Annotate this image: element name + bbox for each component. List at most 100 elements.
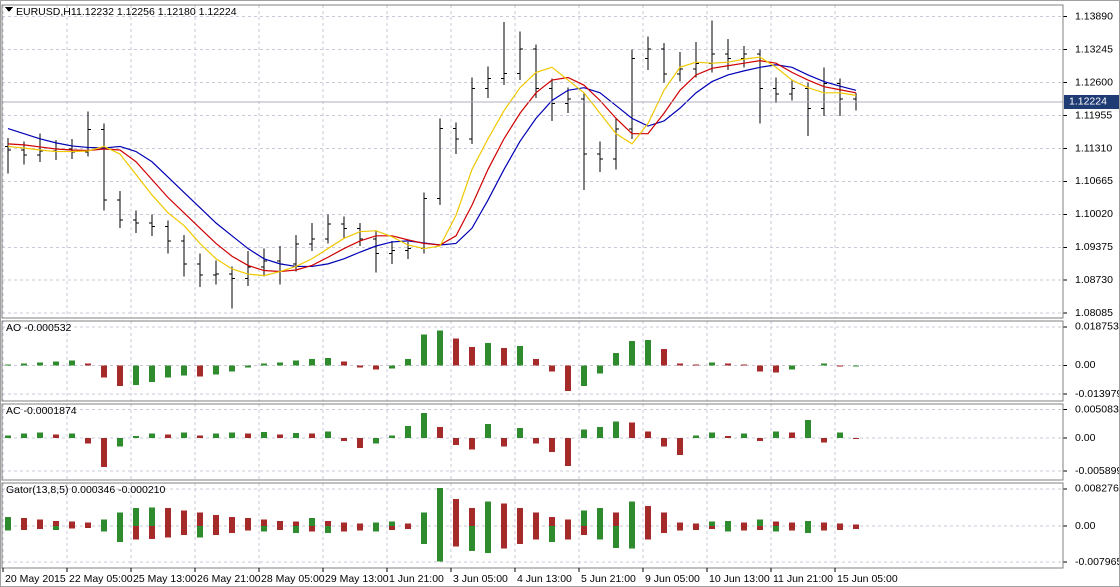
histogram-bar bbox=[581, 429, 587, 439]
gator-bar bbox=[101, 519, 107, 527]
gator-bar bbox=[261, 526, 267, 532]
histogram-bar bbox=[309, 433, 315, 439]
histogram-bar bbox=[37, 432, 43, 439]
gator-bar bbox=[133, 526, 139, 540]
histogram-bar bbox=[5, 364, 11, 366]
histogram-bar bbox=[613, 421, 619, 439]
histogram-bar bbox=[277, 362, 283, 366]
x-tick-label: 20 May 2015 bbox=[5, 573, 66, 585]
gator-bar bbox=[133, 508, 139, 527]
gator-bar bbox=[245, 518, 251, 527]
histogram-bar bbox=[149, 365, 155, 382]
histogram-bar bbox=[197, 435, 203, 439]
gator-bar bbox=[421, 512, 427, 527]
gator-bar bbox=[357, 523, 363, 527]
histogram-bar bbox=[133, 365, 139, 385]
gator-bar bbox=[501, 526, 507, 549]
gator-bar bbox=[469, 526, 475, 551]
gator-bar bbox=[69, 526, 75, 529]
histogram-bar bbox=[373, 438, 379, 444]
histogram-bar bbox=[517, 428, 523, 439]
histogram-bar bbox=[421, 334, 427, 366]
histogram-bar bbox=[229, 365, 235, 372]
gator-bar bbox=[5, 526, 11, 531]
gator-bar bbox=[741, 526, 747, 531]
histogram-bar bbox=[69, 433, 75, 439]
histogram-bar bbox=[565, 365, 571, 392]
y-tick-label: 0.005083 bbox=[1075, 403, 1119, 415]
gator-bar bbox=[485, 526, 491, 554]
gator-bar bbox=[277, 526, 283, 530]
symbol-icon bbox=[5, 7, 13, 12]
gator-bar bbox=[565, 519, 571, 527]
gator-bar bbox=[597, 508, 603, 527]
gator-bar bbox=[181, 510, 187, 527]
histogram-bar bbox=[597, 365, 603, 374]
gator-bar bbox=[309, 518, 315, 527]
histogram-bar bbox=[277, 434, 283, 439]
gator-bar bbox=[389, 526, 395, 530]
gator-bar bbox=[549, 517, 555, 527]
gator-bar bbox=[645, 526, 651, 540]
histogram-bar bbox=[469, 346, 475, 366]
gator-bar bbox=[709, 521, 715, 527]
gator-bar bbox=[21, 518, 27, 527]
histogram-bar bbox=[773, 365, 779, 373]
x-tick-label: 29 May 13:00 bbox=[325, 573, 389, 585]
gator-bar bbox=[837, 526, 843, 530]
histogram-bar bbox=[437, 426, 443, 439]
gator-bar bbox=[597, 526, 603, 540]
histogram-bar bbox=[181, 365, 187, 376]
gator-bar bbox=[53, 520, 59, 527]
gator-bar bbox=[437, 487, 443, 527]
pane-title: EURUSD,H1 bbox=[16, 6, 77, 18]
gator-bar bbox=[517, 526, 523, 545]
pane-frame bbox=[1, 403, 1064, 481]
gator-bar bbox=[341, 522, 347, 527]
histogram-bar bbox=[645, 339, 651, 366]
histogram-bar bbox=[117, 365, 123, 386]
y-tick-label: 0.008276 bbox=[1075, 483, 1119, 495]
x-tick-label: 4 Jun 13:00 bbox=[517, 573, 572, 585]
histogram-bar bbox=[245, 365, 251, 368]
gator-bar bbox=[405, 526, 411, 529]
gator-bar bbox=[357, 526, 363, 531]
pane-frame bbox=[1, 4, 1064, 319]
gator-bar bbox=[149, 507, 155, 527]
gator-bar bbox=[229, 517, 235, 527]
gator-bar bbox=[837, 523, 843, 527]
histogram-bar bbox=[197, 365, 203, 377]
histogram-bar bbox=[517, 345, 523, 366]
histogram-bar bbox=[501, 347, 507, 366]
histogram-bar bbox=[821, 438, 827, 443]
gator-bar bbox=[789, 526, 795, 531]
histogram-bar bbox=[853, 365, 859, 367]
gator-bar bbox=[117, 512, 123, 527]
x-tick-label: 11 Jun 21:00 bbox=[773, 573, 833, 585]
gator-bar bbox=[581, 510, 587, 527]
gator-bar bbox=[677, 522, 683, 527]
gator-bar bbox=[629, 526, 635, 549]
histogram-bar bbox=[69, 360, 75, 366]
gator-bar bbox=[645, 505, 651, 527]
y-tick-label: 0.00 bbox=[1075, 359, 1096, 371]
histogram-bar bbox=[709, 432, 715, 439]
histogram-bar bbox=[261, 363, 267, 366]
x-tick-label: 15 Jun 05:00 bbox=[837, 573, 898, 585]
y-tick-label: 1.11955 bbox=[1075, 109, 1112, 121]
histogram-bar bbox=[757, 438, 763, 441]
histogram-bar bbox=[53, 361, 59, 366]
gator-bar bbox=[37, 519, 43, 527]
histogram-bar bbox=[149, 433, 155, 439]
histogram-bar bbox=[821, 363, 827, 366]
gator-bar bbox=[21, 526, 27, 530]
histogram-bar bbox=[789, 432, 795, 439]
histogram-bar bbox=[405, 359, 411, 366]
gator-bar bbox=[613, 512, 619, 527]
gator-bar bbox=[69, 521, 75, 527]
histogram-bar bbox=[741, 433, 747, 439]
gator-bar bbox=[197, 526, 203, 538]
histogram-bar bbox=[485, 342, 491, 366]
histogram-bar bbox=[773, 431, 779, 439]
histogram-bar bbox=[853, 438, 859, 440]
